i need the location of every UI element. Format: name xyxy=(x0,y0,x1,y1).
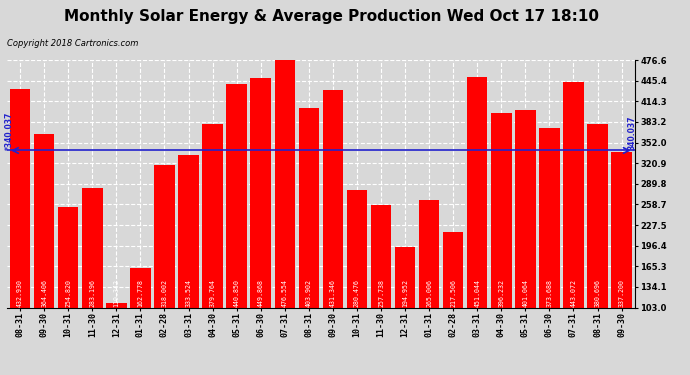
Text: 403.902: 403.902 xyxy=(306,279,312,306)
Bar xyxy=(275,60,295,308)
Text: 476.554: 476.554 xyxy=(282,279,288,306)
Bar xyxy=(395,247,415,308)
Bar xyxy=(82,188,103,308)
Text: 440.850: 440.850 xyxy=(234,279,239,306)
Text: 364.406: 364.406 xyxy=(41,279,47,306)
Bar xyxy=(202,124,223,308)
Bar xyxy=(539,128,560,308)
Bar xyxy=(178,155,199,308)
Text: Copyright 2018 Cartronics.com: Copyright 2018 Cartronics.com xyxy=(7,39,138,48)
Bar xyxy=(611,152,632,308)
Text: 380.696: 380.696 xyxy=(595,279,600,306)
Text: 254.820: 254.820 xyxy=(66,279,71,306)
Text: Monthly Solar Energy & Average Production Wed Oct 17 18:10: Monthly Solar Energy & Average Productio… xyxy=(63,9,599,24)
Text: 283.196: 283.196 xyxy=(89,279,95,306)
Text: 318.002: 318.002 xyxy=(161,279,168,306)
Text: 333.524: 333.524 xyxy=(186,279,192,306)
Bar xyxy=(58,207,79,308)
Text: 217.506: 217.506 xyxy=(450,279,456,306)
Bar xyxy=(299,108,319,308)
Text: 449.868: 449.868 xyxy=(257,279,264,306)
Text: 443.072: 443.072 xyxy=(571,279,576,306)
Bar xyxy=(226,84,247,308)
Bar xyxy=(371,205,391,308)
Text: 280.476: 280.476 xyxy=(354,279,360,306)
Bar xyxy=(155,165,175,308)
Text: 431.346: 431.346 xyxy=(330,279,336,306)
Text: 194.952: 194.952 xyxy=(402,279,408,306)
Text: *340.037: *340.037 xyxy=(5,111,14,150)
Text: 265.006: 265.006 xyxy=(426,279,432,306)
Bar xyxy=(34,134,55,308)
Text: 162.778: 162.778 xyxy=(137,279,144,306)
Bar xyxy=(346,190,367,308)
Bar xyxy=(419,200,440,308)
Text: 257.738: 257.738 xyxy=(378,279,384,306)
Text: 432.930: 432.930 xyxy=(17,279,23,306)
Text: 401.064: 401.064 xyxy=(522,279,529,306)
Text: 110.342: 110.342 xyxy=(113,279,119,306)
Text: 379.764: 379.764 xyxy=(210,279,215,306)
Bar xyxy=(443,232,464,308)
Text: 373.688: 373.688 xyxy=(546,279,553,306)
Bar xyxy=(130,268,150,308)
Bar xyxy=(10,89,30,308)
Bar xyxy=(467,77,487,308)
Bar xyxy=(323,90,343,308)
Bar xyxy=(563,82,584,308)
Bar xyxy=(491,113,511,308)
Bar xyxy=(515,110,535,308)
Text: 337.200: 337.200 xyxy=(618,279,624,306)
Text: 451.044: 451.044 xyxy=(474,279,480,306)
Text: 396.232: 396.232 xyxy=(498,279,504,306)
Bar xyxy=(587,123,608,308)
Bar xyxy=(106,303,126,307)
Text: 340.037: 340.037 xyxy=(628,115,637,150)
Bar xyxy=(250,78,271,308)
